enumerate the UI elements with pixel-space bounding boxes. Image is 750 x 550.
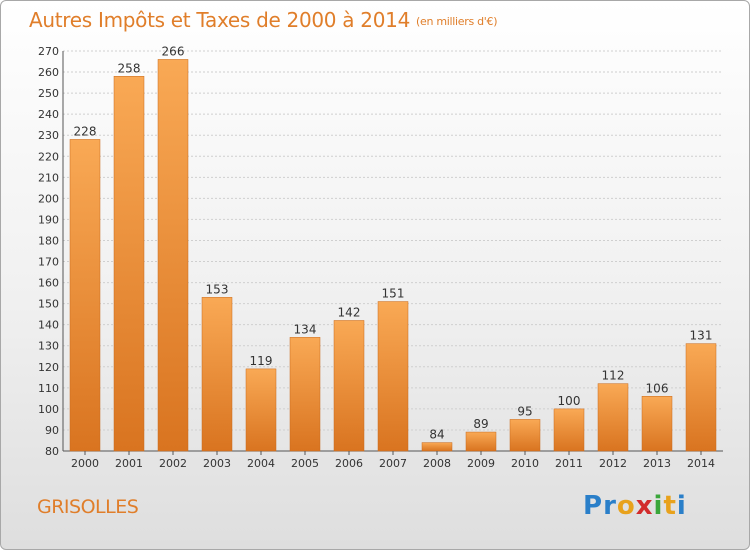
y-tick-label: 240 (38, 108, 59, 121)
y-tick-label: 120 (38, 361, 59, 374)
data-label: 95 (517, 404, 532, 418)
y-tick-label: 170 (38, 256, 59, 269)
bar (685, 343, 717, 452)
x-tick-label: 2001 (115, 457, 143, 470)
y-tick-label: 130 (38, 340, 59, 353)
y-tick-label: 190 (38, 213, 59, 226)
y-tick-label: 150 (38, 298, 59, 311)
y-tick-label: 220 (38, 150, 59, 163)
y-tick-label: 230 (38, 129, 59, 142)
data-label: 112 (602, 369, 625, 383)
logo-letter: x (635, 491, 654, 521)
y-tick-label: 260 (38, 66, 59, 79)
bar (553, 408, 585, 452)
y-tick-label: 250 (38, 87, 59, 100)
x-tick-label: 2014 (687, 457, 715, 470)
data-label: 89 (473, 417, 488, 431)
x-tick-label: 2005 (291, 457, 319, 470)
bar (157, 59, 189, 452)
bar (641, 396, 673, 452)
logo-letter: o (616, 491, 636, 521)
data-label: 142 (338, 305, 361, 319)
y-tick-label: 270 (38, 45, 59, 58)
bar (113, 76, 145, 452)
x-tick-label: 2009 (467, 457, 495, 470)
commune-name: GRISOLLES (37, 496, 139, 518)
data-label: 258 (118, 61, 141, 75)
data-label: 100 (558, 394, 581, 408)
bar (465, 431, 497, 452)
bar (597, 383, 629, 452)
chart-title: Autres Impôts et Taxes de 2000 à 2014 (en… (29, 8, 497, 32)
bar (421, 442, 453, 452)
bar (69, 139, 101, 452)
x-tick-label: 2004 (247, 457, 275, 470)
x-tick-label: 2008 (423, 457, 451, 470)
x-tick-label: 2010 (511, 457, 539, 470)
chart-unit: (en milliers d'€) (416, 15, 498, 28)
data-label: 228 (74, 124, 97, 138)
bar (333, 320, 365, 452)
chart-title-text: Autres Impôts et Taxes de 2000 à 2014 (29, 8, 410, 32)
y-tick-label: 160 (38, 277, 59, 290)
data-label: 84 (429, 428, 444, 442)
x-tick-label: 2003 (203, 457, 231, 470)
data-label: 106 (646, 381, 669, 395)
y-tick-label: 80 (45, 445, 59, 458)
data-label: 119 (250, 354, 273, 368)
y-tick-label: 200 (38, 192, 59, 205)
logo-letter: t (663, 491, 677, 521)
data-label: 134 (294, 322, 317, 336)
logo-letter: r (603, 491, 617, 521)
bar (289, 337, 321, 452)
data-label: 153 (206, 282, 229, 296)
x-tick-label: 2011 (555, 457, 583, 470)
y-tick-label: 180 (38, 234, 59, 247)
x-tick-label: 2002 (159, 457, 187, 470)
y-tick-label: 100 (38, 403, 59, 416)
x-tick-label: 2000 (71, 457, 99, 470)
data-label: 131 (690, 329, 713, 343)
logo-letter: P (583, 491, 604, 521)
y-tick-label: 110 (38, 382, 59, 395)
bar (377, 301, 409, 452)
data-label: 151 (382, 287, 405, 301)
x-tick-label: 2006 (335, 457, 363, 470)
y-tick-label: 210 (38, 171, 59, 184)
logo-letter: i (653, 491, 664, 521)
y-tick-label: 90 (45, 424, 59, 437)
logo-letter: i (676, 491, 687, 521)
bar (509, 419, 541, 452)
x-tick-label: 2007 (379, 457, 407, 470)
bar (201, 297, 233, 452)
x-tick-label: 2013 (643, 457, 671, 470)
x-tick-label: 2012 (599, 457, 627, 470)
data-label: 266 (162, 44, 185, 58)
y-tick-label: 140 (38, 319, 59, 332)
proxiti-logo[interactable]: Proxiti (583, 491, 687, 521)
bar (245, 368, 277, 452)
